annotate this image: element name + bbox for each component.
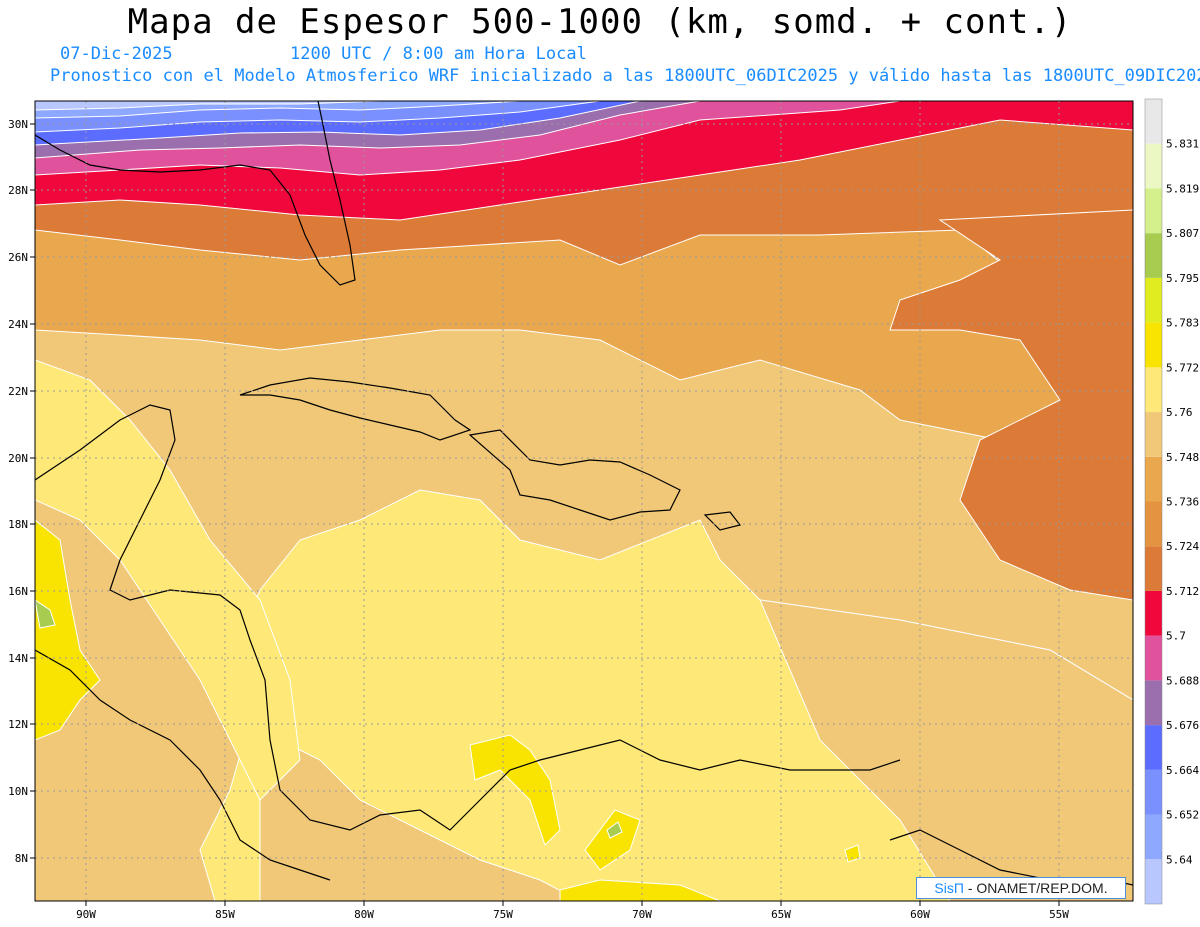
lon-axis: 90W 85W 80W 75W 70W 65W 60W 55W bbox=[76, 901, 1069, 921]
lat-label: 10N bbox=[8, 785, 28, 798]
forecast-description: Pronostico con el Modelo Atmosferico WRF… bbox=[50, 66, 1200, 86]
colorbar-label: 5.748 bbox=[1166, 451, 1199, 464]
lon-label: 75W bbox=[493, 908, 513, 921]
lat-label: 30N bbox=[8, 118, 28, 131]
lat-label: 14N bbox=[8, 652, 28, 665]
lat-label: 8N bbox=[15, 852, 28, 865]
colorbar-swatch bbox=[1145, 501, 1162, 547]
credit-brand: SisΠ bbox=[934, 880, 964, 896]
colorbar-swatch bbox=[1145, 769, 1162, 815]
colorbar-swatch bbox=[1145, 680, 1162, 726]
colorbar-swatch bbox=[1145, 143, 1162, 189]
colorbar-label: 5.783 bbox=[1166, 317, 1199, 330]
lat-label: 12N bbox=[8, 718, 28, 731]
map-title: Mapa de Espesor 500-1000 (km, somd. + co… bbox=[127, 2, 1073, 42]
colorbar-label: 5.807 bbox=[1166, 227, 1199, 240]
credit-text: - ONAMET/REP.DOM. bbox=[967, 880, 1108, 896]
lon-label: 65W bbox=[771, 908, 791, 921]
lon-label: 70W bbox=[632, 908, 652, 921]
colorbar-label: 5.736 bbox=[1166, 496, 1199, 509]
colorbar-label: 5.664 bbox=[1166, 764, 1199, 777]
colorbar-label: 5.795 bbox=[1166, 272, 1199, 285]
colorbar-label: 5.7 bbox=[1166, 630, 1186, 643]
colorbar-swatch bbox=[1145, 322, 1162, 368]
colorbar: 5.64 5.652 5.664 5.676 5.688 5.7 5.712 5.724 5.7… bbox=[1144, 98, 1199, 905]
band-5-795-west bbox=[35, 599, 56, 629]
lon-label: 55W bbox=[1049, 908, 1069, 921]
lon-label: 90W bbox=[76, 908, 96, 921]
colorbar-swatch bbox=[1145, 99, 1162, 144]
colorbar-label: 5.76 bbox=[1166, 406, 1193, 419]
band-5-724-east bbox=[889, 209, 1133, 601]
colorbar-label: 5.819 bbox=[1166, 182, 1199, 195]
band-5-748-south bbox=[259, 729, 581, 901]
colorbar-label: 5.688 bbox=[1166, 674, 1199, 687]
band-5-76-west bbox=[35, 359, 301, 801]
colorbar-swatch bbox=[1145, 590, 1162, 636]
lon-label: 80W bbox=[354, 908, 374, 921]
band-5-772-west bbox=[35, 519, 101, 741]
band-5-748-east bbox=[759, 599, 1133, 901]
band-5-772-south bbox=[559, 879, 721, 901]
lat-label: 28N bbox=[8, 184, 28, 197]
colorbar-swatch bbox=[1145, 233, 1162, 278]
colorbar-swatch bbox=[1145, 546, 1162, 591]
colorbar-label: 5.724 bbox=[1166, 540, 1199, 553]
graticule bbox=[35, 101, 1133, 901]
colorbar-label: 5.676 bbox=[1166, 719, 1199, 732]
colorbar-swatch bbox=[1145, 814, 1162, 860]
colorbar-label: 5.652 bbox=[1166, 809, 1199, 822]
band-5-772-colombia bbox=[584, 809, 641, 871]
colorbar-swatch bbox=[1145, 277, 1162, 323]
lat-label: 22N bbox=[8, 385, 28, 398]
band-5-64 bbox=[35, 101, 381, 111]
colorbar-swatch bbox=[1145, 456, 1162, 502]
forecast-time: 1200 UTC / 8:00 am Hora Local bbox=[290, 44, 587, 64]
plot-frame bbox=[34, 100, 1134, 902]
colorbar-label: 5.64 bbox=[1166, 853, 1193, 866]
colorbar-swatch bbox=[1145, 367, 1162, 413]
colorbar-label: 5.712 bbox=[1166, 585, 1199, 598]
lat-label: 18N bbox=[8, 518, 28, 531]
colorbar-swatch bbox=[1145, 412, 1162, 457]
band-5-795-colombia bbox=[606, 821, 623, 839]
lat-axis: 30N 28N 26N 24N 22N 20N 18N 16N 14N 12N 10N 8N bbox=[8, 118, 35, 865]
lat-label: 26N bbox=[8, 251, 28, 264]
band-5-772-darien bbox=[469, 734, 561, 846]
lat-label: 16N bbox=[8, 585, 28, 598]
lon-label: 60W bbox=[910, 908, 930, 921]
coastlines bbox=[35, 101, 1133, 886]
colorbar-frame bbox=[1144, 98, 1163, 905]
forecast-date: 07-Dic-2025 bbox=[60, 44, 173, 64]
lat-label: 24N bbox=[8, 318, 28, 331]
colorbar-label: 5.772 bbox=[1166, 361, 1199, 374]
lat-label: 20N bbox=[8, 452, 28, 465]
colorbar-swatch bbox=[1145, 188, 1162, 234]
colorbar-swatch bbox=[1145, 859, 1162, 904]
colorbar-swatch bbox=[1145, 635, 1162, 681]
lon-label: 85W bbox=[215, 908, 235, 921]
colorbar-swatch bbox=[1145, 725, 1162, 770]
colorbar-label: 5.831 bbox=[1166, 138, 1199, 151]
credit-box: SisΠ - ONAMET/REP.DOM. bbox=[916, 877, 1126, 899]
